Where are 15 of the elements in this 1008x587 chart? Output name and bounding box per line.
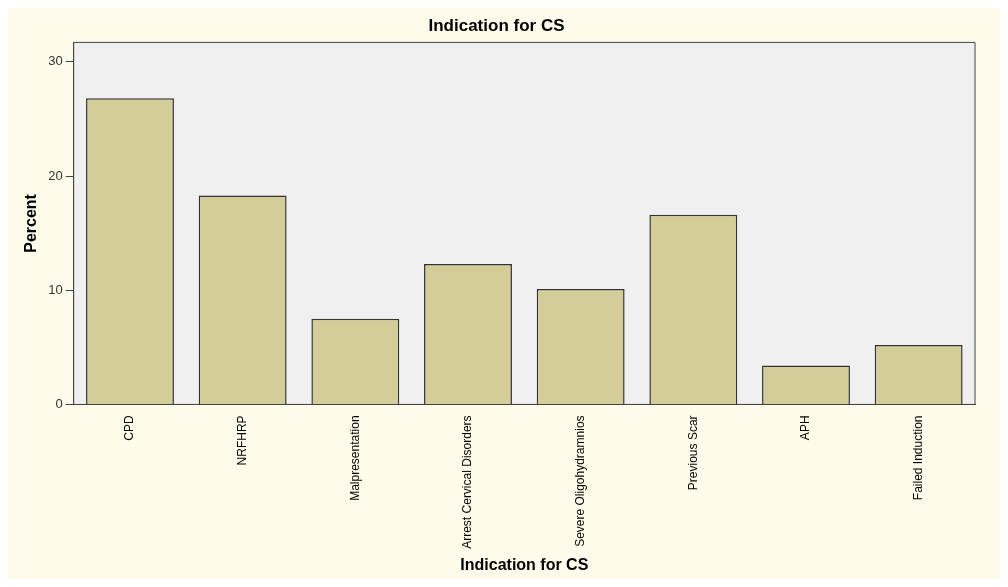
y-tick-label: 10: [48, 281, 63, 297]
x-tick-label: Arrest Cervical Disorders: [460, 415, 475, 549]
y-tick-label: 30: [48, 53, 63, 69]
x-tick-label: Severe Oligohydramnios: [572, 415, 587, 547]
x-tick-label: CPD: [122, 415, 137, 441]
x-tick-label: Failed Induction: [910, 415, 925, 501]
x-tick-label: APH: [798, 415, 813, 441]
x-tick-label: NRFHRP: [234, 415, 249, 466]
x-axis-title: Indication for CS: [460, 555, 589, 573]
y-tick-label: 0: [55, 396, 63, 412]
chart-title: Indication for CS: [428, 15, 565, 35]
x-tick-label: Malpresentation: [347, 415, 362, 501]
x-tick-label: Previous Scar: [685, 415, 700, 491]
y-tick-label: 20: [48, 167, 63, 183]
y-axis-title: Percent: [22, 193, 40, 253]
